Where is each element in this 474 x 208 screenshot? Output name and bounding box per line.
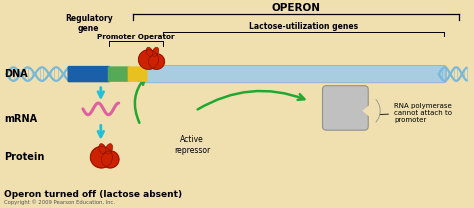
FancyBboxPatch shape — [108, 66, 129, 82]
FancyBboxPatch shape — [67, 66, 110, 82]
Ellipse shape — [99, 144, 106, 154]
Text: Protein: Protein — [4, 152, 45, 162]
Text: Regulatory
gene: Regulatory gene — [65, 14, 113, 33]
Text: Copyright © 2009 Pearson Education, Inc.: Copyright © 2009 Pearson Education, Inc. — [4, 200, 115, 206]
Polygon shape — [138, 50, 158, 69]
Polygon shape — [148, 54, 164, 69]
FancyBboxPatch shape — [144, 65, 447, 83]
Text: Lactose-utilization genes: Lactose-utilization genes — [249, 22, 358, 31]
Ellipse shape — [152, 47, 159, 57]
FancyBboxPatch shape — [128, 66, 147, 82]
FancyBboxPatch shape — [322, 86, 368, 130]
Wedge shape — [362, 100, 380, 122]
Ellipse shape — [146, 47, 153, 57]
Text: OPERON: OPERON — [271, 3, 320, 13]
Polygon shape — [91, 147, 112, 168]
Text: Promoter Operator: Promoter Operator — [97, 34, 174, 40]
Text: mRNA: mRNA — [4, 114, 37, 124]
Text: RNA polymerase
cannot attach to
promoter: RNA polymerase cannot attach to promoter — [352, 103, 452, 123]
Text: Operon turned off (lactose absent): Operon turned off (lactose absent) — [4, 190, 182, 199]
Ellipse shape — [105, 144, 113, 154]
Text: DNA: DNA — [4, 69, 28, 79]
Polygon shape — [101, 151, 119, 168]
Text: Active
repressor: Active repressor — [174, 135, 210, 155]
